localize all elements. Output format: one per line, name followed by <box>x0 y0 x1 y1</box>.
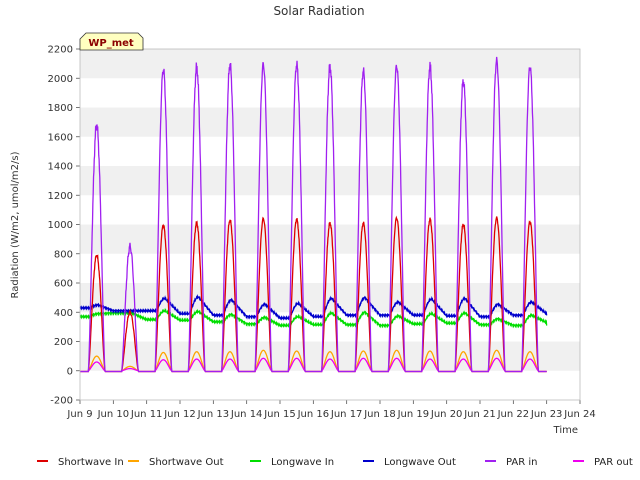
y-tick-label: 1400 <box>48 162 73 173</box>
x-tick-label: Jun 20 <box>430 409 463 420</box>
x-tick-label: Jun 19 <box>397 409 430 420</box>
legend: Shortwave In Shortwave Out Longwave In Long… <box>37 457 633 468</box>
series-lines <box>79 56 548 373</box>
plot-background <box>80 49 580 400</box>
y-axis-label: Radiation (W/m2, umol/m2/s) <box>10 151 21 298</box>
y-tick-label: 600 <box>54 279 73 290</box>
y-tick-label: 0 <box>67 366 73 377</box>
y-tick-label: 1200 <box>48 191 73 202</box>
x-tick-label: Jun 16 <box>297 409 330 420</box>
legend-label: Shortwave In <box>58 457 124 468</box>
x-tick-label: Jun 12 <box>163 409 196 420</box>
y-tick-label: 200 <box>54 337 73 348</box>
y-tick-label: 1800 <box>48 103 73 114</box>
y-tick-label: 2200 <box>48 45 73 56</box>
annotation-box: WP_met <box>79 32 144 51</box>
y-axis: -200 0 200 400 600 800 1000 1200 1400 1600 1800 200… <box>48 45 80 407</box>
x-tick-label: Jun 22 <box>497 409 530 420</box>
x-tick-label: Jun 11 <box>130 409 163 420</box>
x-tick-label: Jun 9 <box>66 409 92 420</box>
y-tick-label: 800 <box>54 249 73 260</box>
y-tick-label: -200 <box>50 396 73 407</box>
x-tick-label: Jun 14 <box>230 409 263 420</box>
chart-title: Solar Radiation <box>273 4 364 18</box>
series-line-par-in <box>80 56 547 373</box>
x-axis-label: Time <box>553 425 578 436</box>
grid-band <box>80 224 580 254</box>
y-tick-label: 1600 <box>48 132 73 143</box>
y-tick-label: 1000 <box>48 220 73 231</box>
x-axis: Jun 9 Jun 10 Jun 11 Jun 12 Jun 13 Jun 14 Jun 1… <box>66 400 596 420</box>
x-tick-label: Jun 24 <box>563 409 596 420</box>
x-tick-label: Jun 10 <box>97 409 130 420</box>
legend-label: Shortwave Out <box>149 457 224 468</box>
x-tick-label: Jun 23 <box>530 409 563 420</box>
grid-band <box>80 49 580 79</box>
y-tick-label: 400 <box>54 308 73 319</box>
y-tick-label: 2000 <box>48 74 73 85</box>
legend-label: Longwave Out <box>384 457 456 468</box>
annotation-label: WP_met <box>88 38 134 49</box>
x-tick-label: Jun 15 <box>263 409 296 420</box>
x-tick-label: Jun 17 <box>330 409 363 420</box>
plot-frame <box>79 48 581 401</box>
x-tick-label: Jun 18 <box>363 409 396 420</box>
legend-label: Longwave In <box>271 457 334 468</box>
grid-band <box>80 341 580 371</box>
grid-band <box>80 166 580 196</box>
legend-label: PAR in <box>506 457 537 468</box>
grid-band <box>80 107 580 137</box>
legend-label: PAR out <box>594 457 633 468</box>
x-tick-label: Jun 21 <box>463 409 496 420</box>
x-tick-label: Jun 13 <box>197 409 230 420</box>
